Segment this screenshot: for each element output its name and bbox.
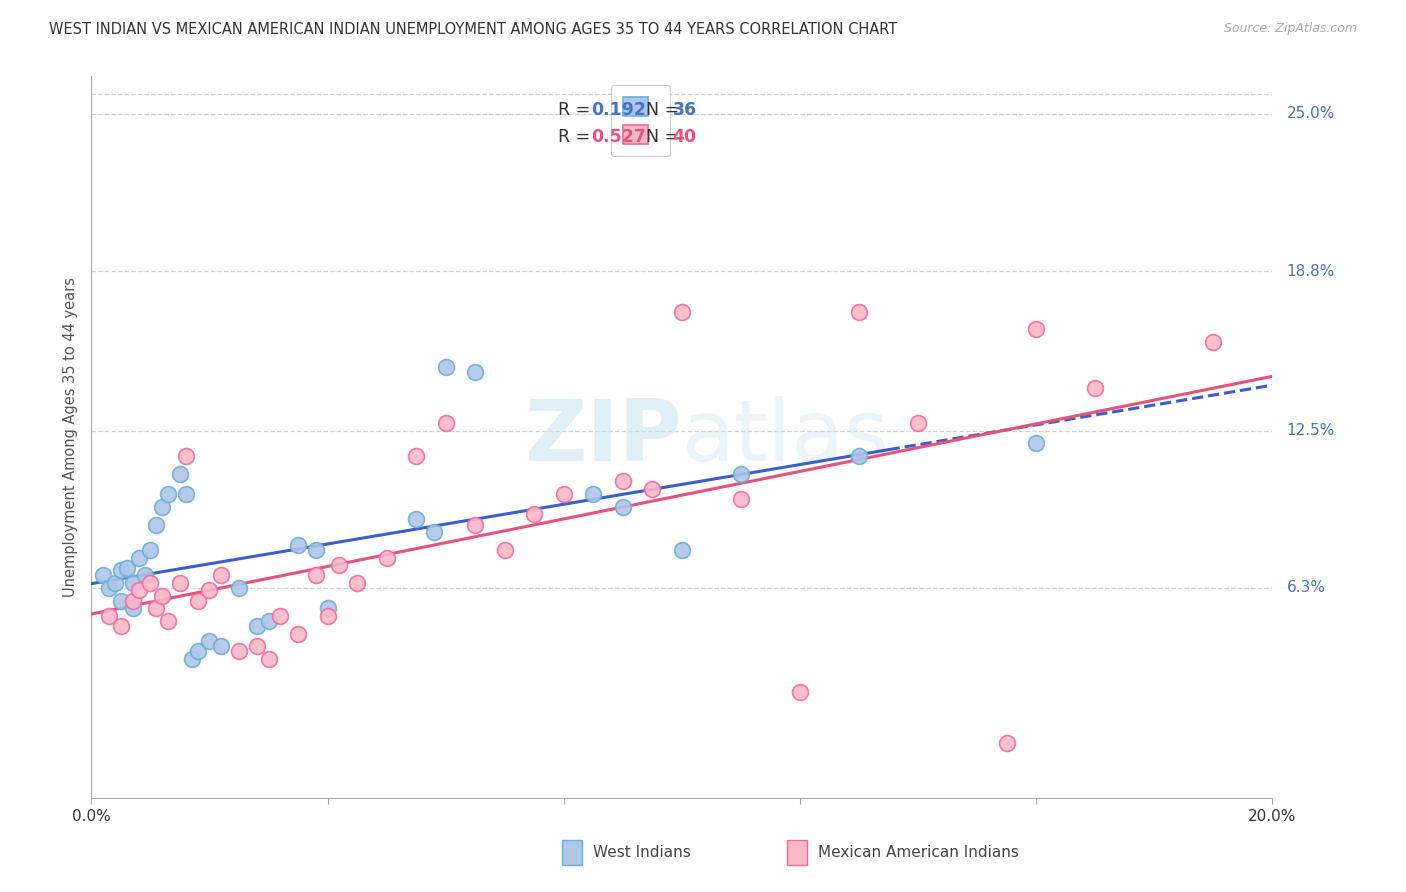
Point (257, 652, 280, 666)
Point (98, 581, 121, 595)
Text: R =: R = (558, 128, 596, 145)
Point (464, 517, 486, 532)
Point (246, 639, 269, 653)
Point (209, 639, 232, 653)
Point (582, 487, 605, 501)
Point (671, 542, 693, 557)
Point (316, 601, 339, 615)
Point (187, 593, 209, 607)
Point (907, 416, 929, 430)
Point (434, 416, 457, 430)
Point (269, 608, 291, 623)
Point (1084, 381, 1107, 395)
Point (328, 558, 350, 573)
Legend: , : , (610, 85, 671, 156)
Point (316, 608, 339, 623)
Text: Source: ZipAtlas.com: Source: ZipAtlas.com (1223, 22, 1357, 36)
Point (121, 601, 143, 615)
Point (434, 360, 457, 375)
Point (305, 542, 328, 557)
Text: 0.527: 0.527 (591, 128, 645, 145)
Point (1202, 334, 1225, 349)
Point (287, 538, 309, 552)
Point (730, 467, 752, 481)
Point (494, 542, 516, 557)
Point (139, 575, 162, 590)
Point (128, 550, 150, 565)
Point (848, 449, 870, 463)
Point (423, 525, 446, 540)
Point (995, 735, 1018, 749)
Y-axis label: Unemployment Among Ages 35 to 44 years: Unemployment Among Ages 35 to 44 years (62, 277, 77, 597)
Point (375, 550, 398, 565)
Point (128, 583, 150, 598)
Point (187, 644, 209, 658)
Point (641, 482, 664, 496)
Point (110, 563, 132, 577)
Point (789, 685, 811, 699)
Point (405, 449, 427, 463)
Point (104, 575, 127, 590)
Point (139, 542, 162, 557)
Point (180, 652, 202, 666)
Point (464, 366, 486, 380)
Point (1025, 322, 1047, 336)
Point (198, 634, 221, 648)
Point (121, 593, 143, 607)
Point (110, 619, 132, 633)
Point (346, 575, 368, 590)
Point (169, 575, 191, 590)
Point (174, 449, 197, 463)
Point (730, 492, 752, 507)
Point (305, 568, 328, 582)
Point (157, 487, 180, 501)
Point (145, 517, 167, 532)
Point (405, 512, 427, 526)
Point (145, 601, 167, 615)
Point (110, 593, 132, 607)
Point (1025, 436, 1047, 450)
Text: atlas: atlas (682, 395, 890, 479)
Point (228, 644, 250, 658)
Point (121, 575, 143, 590)
Text: 25.0%: 25.0% (1286, 106, 1334, 121)
Text: R =: R = (558, 101, 596, 120)
Point (612, 475, 634, 489)
Point (198, 583, 221, 598)
Point (174, 487, 197, 501)
Point (848, 304, 870, 318)
Point (115, 560, 138, 574)
Point (287, 626, 309, 640)
Point (209, 568, 232, 582)
Text: 40: 40 (672, 128, 696, 145)
Point (671, 304, 693, 318)
Text: West Indians: West Indians (593, 846, 690, 860)
Point (134, 568, 156, 582)
Text: N =: N = (634, 128, 685, 145)
Point (257, 614, 280, 628)
Text: N =: N = (634, 101, 685, 120)
Point (91, 568, 114, 582)
Point (98, 608, 121, 623)
Point (612, 500, 634, 514)
Point (246, 619, 269, 633)
Text: 18.8%: 18.8% (1286, 263, 1334, 278)
Point (553, 487, 575, 501)
Text: 36: 36 (672, 101, 696, 120)
Point (150, 500, 173, 514)
Text: Mexican American Indians: Mexican American Indians (818, 846, 1019, 860)
Text: 0.192: 0.192 (591, 101, 645, 120)
Point (169, 467, 191, 481)
Text: 6.3%: 6.3% (1286, 581, 1326, 596)
Point (523, 508, 546, 522)
Point (157, 614, 180, 628)
Text: 12.5%: 12.5% (1286, 423, 1334, 438)
Point (150, 589, 173, 603)
Text: ZIP: ZIP (524, 395, 682, 479)
Text: WEST INDIAN VS MEXICAN AMERICAN INDIAN UNEMPLOYMENT AMONG AGES 35 TO 44 YEARS CO: WEST INDIAN VS MEXICAN AMERICAN INDIAN U… (49, 22, 897, 37)
Point (228, 581, 250, 595)
